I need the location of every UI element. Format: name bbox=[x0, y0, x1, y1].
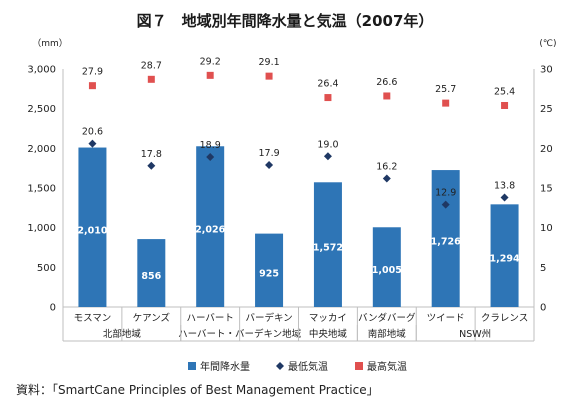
bar bbox=[431, 170, 460, 307]
bar-value-label: 1,726 bbox=[431, 237, 461, 248]
left-tick-label: 2,000 bbox=[27, 144, 56, 155]
bar bbox=[372, 227, 401, 307]
max-temp-label: 26.6 bbox=[376, 77, 397, 88]
group-label: 北部地域 bbox=[103, 328, 142, 340]
min-temp-point bbox=[265, 160, 274, 169]
left-tick-label: 2,500 bbox=[27, 104, 56, 115]
left-tick-label: 0 bbox=[50, 303, 56, 314]
max-temp-point bbox=[147, 75, 155, 83]
bar-value-label: 925 bbox=[259, 268, 279, 279]
category-label: ハーバート bbox=[186, 313, 233, 324]
max-temp-point bbox=[88, 82, 96, 90]
bar-value-label: 2,010 bbox=[77, 225, 107, 236]
right-tick-label: 10 bbox=[540, 223, 553, 234]
bar-value-label: 1,294 bbox=[490, 254, 520, 265]
category-label: バーデキン bbox=[245, 312, 292, 324]
bar bbox=[137, 239, 166, 307]
max-temp-label: 28.7 bbox=[141, 60, 162, 71]
left-tick-label: 1,500 bbox=[27, 184, 56, 195]
min-temp-label: 17.8 bbox=[141, 149, 162, 160]
bar-value-label: 1,005 bbox=[372, 265, 402, 276]
right-tick-label: 30 bbox=[540, 65, 553, 76]
legend-bar-swatch bbox=[188, 362, 196, 370]
bar bbox=[490, 204, 519, 307]
right-tick-label: 5 bbox=[540, 263, 546, 274]
min-temp-point bbox=[147, 161, 156, 170]
legend-min-swatch bbox=[276, 362, 284, 370]
legend-max-swatch bbox=[355, 362, 363, 370]
right-tick-label: 25 bbox=[540, 104, 553, 115]
min-temp-point bbox=[500, 193, 509, 202]
min-temp-label: 18.9 bbox=[200, 140, 221, 151]
bar bbox=[78, 147, 107, 307]
max-temp-label: 26.4 bbox=[317, 79, 338, 90]
legend-max-label: 最高気温 bbox=[367, 360, 407, 373]
bar bbox=[313, 182, 342, 307]
group-label: 中央地域 bbox=[309, 328, 348, 340]
min-temp-label: 19.0 bbox=[317, 139, 338, 150]
min-temp-point bbox=[382, 174, 391, 183]
max-temp-point bbox=[206, 71, 214, 79]
left-tick-label: 500 bbox=[37, 263, 56, 274]
max-temp-point bbox=[383, 92, 391, 100]
min-temp-label: 12.9 bbox=[435, 188, 456, 199]
category-label: モスマン bbox=[74, 313, 112, 324]
min-temp-point bbox=[323, 152, 332, 161]
max-temp-label: 25.7 bbox=[435, 84, 456, 95]
max-temp-label: 29.2 bbox=[200, 56, 221, 67]
legend-min-label: 最低気温 bbox=[288, 360, 328, 373]
bar-value-label: 1,572 bbox=[313, 243, 343, 254]
bar bbox=[196, 146, 225, 307]
source-note: 資料：「SmartCane Principles of Best Managem… bbox=[16, 383, 379, 397]
min-temp-label: 17.9 bbox=[258, 148, 279, 159]
right-tick-label: 20 bbox=[540, 144, 553, 155]
left-tick-label: 3,000 bbox=[27, 65, 56, 76]
min-temp-point bbox=[88, 139, 97, 148]
max-temp-point bbox=[442, 99, 450, 107]
category-label: クラレンス bbox=[481, 313, 528, 324]
category-label: バンダバーグ bbox=[358, 312, 416, 324]
max-temp-label: 25.4 bbox=[494, 86, 515, 97]
group-label: 南部地域 bbox=[368, 328, 407, 340]
max-temp-point bbox=[265, 72, 273, 80]
max-temp-point bbox=[501, 101, 509, 109]
min-temp-label: 13.8 bbox=[494, 181, 515, 192]
group-label: ハーバート・バーデキン地域 bbox=[178, 328, 302, 340]
bar-value-label: 856 bbox=[141, 271, 161, 282]
left-axis-unit: （mm） bbox=[32, 38, 68, 49]
category-label: ケアンズ bbox=[133, 312, 171, 324]
category-label: マッカイ bbox=[309, 313, 347, 324]
legend-bar-label: 年間降水量 bbox=[200, 360, 250, 373]
chart-title: 図７ 地域別年間降水量と気温（2007年） bbox=[136, 12, 434, 30]
min-temp-point bbox=[206, 153, 215, 162]
group-label: NSW州 bbox=[459, 329, 491, 340]
min-temp-label: 16.2 bbox=[376, 161, 397, 172]
bar bbox=[255, 233, 284, 307]
right-tick-label: 0 bbox=[540, 303, 546, 314]
max-temp-label: 27.9 bbox=[82, 67, 103, 78]
min-temp-label: 20.6 bbox=[82, 127, 103, 138]
max-temp-point bbox=[324, 94, 332, 102]
category-label: ツイード bbox=[427, 313, 465, 324]
min-temp-point bbox=[441, 200, 450, 209]
right-tick-label: 15 bbox=[540, 184, 553, 195]
bar-value-label: 2,026 bbox=[195, 225, 225, 236]
left-tick-label: 1,000 bbox=[27, 223, 56, 234]
max-temp-label: 29.1 bbox=[258, 57, 279, 68]
right-axis-unit: (℃) bbox=[539, 39, 556, 49]
